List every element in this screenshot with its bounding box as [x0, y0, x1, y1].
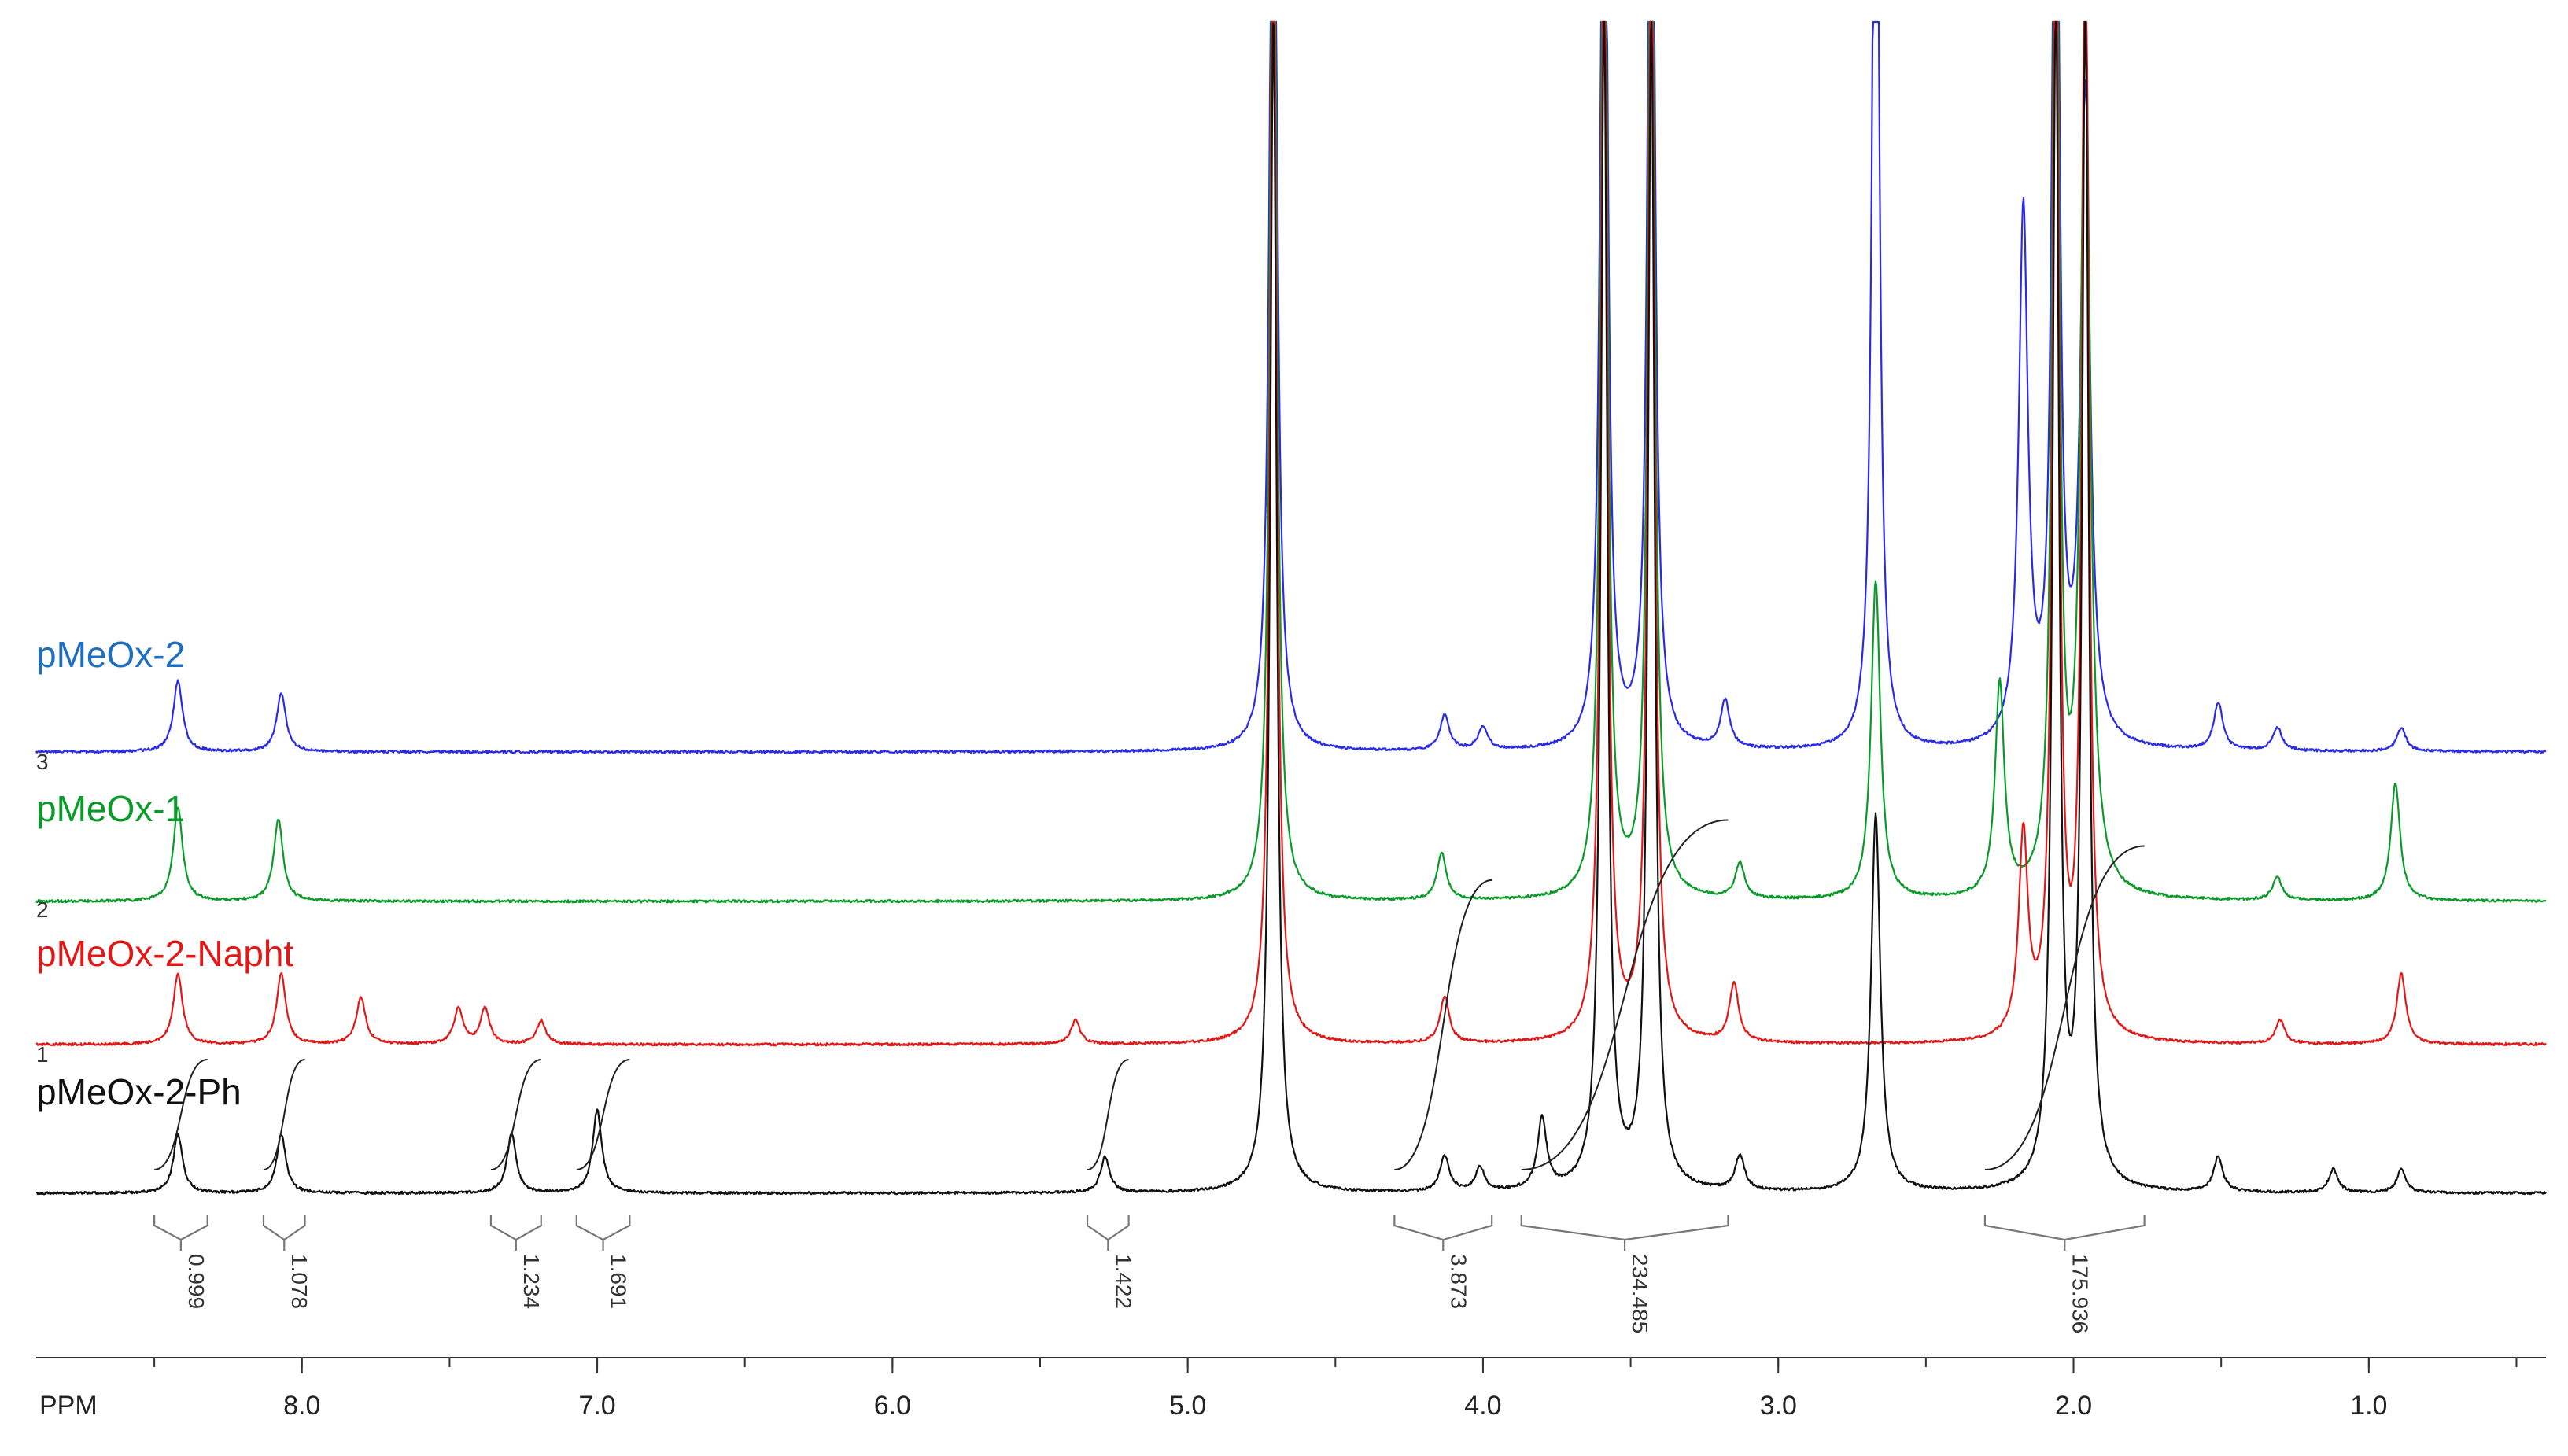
integral-curve-0-999 — [153, 1059, 208, 1170]
trace-pmeox-2 — [35, 20, 2547, 754]
x-tick-label-3-0: 3.0 — [1760, 1391, 1797, 1421]
integral-curve-3-873 — [1394, 879, 1492, 1170]
trace-index-pmeox-2: 3 — [36, 750, 49, 774]
x-tick-label-2-0: 2.0 — [2055, 1391, 2092, 1421]
integral-value-1-422: 1.422 — [1111, 1254, 1135, 1309]
integral-curve-1-422 — [1087, 1059, 1129, 1170]
legend-label-pmeox-2-napht: pMeOx-2-Napht — [36, 933, 293, 974]
spectrum-traces — [35, 20, 2547, 1196]
x-tick-label-6-0: 6.0 — [874, 1391, 911, 1421]
trace-pmeox-2-ph — [35, 20, 2547, 1196]
legend-label-pmeox-2: pMeOx-2 — [36, 634, 185, 675]
integral-value-1-691: 1.691 — [607, 1254, 631, 1309]
x-axis-unit-label: PPM — [39, 1391, 98, 1421]
integral-curve-1-691 — [576, 1059, 630, 1170]
x-tick-label-1-0: 1.0 — [2350, 1391, 2387, 1421]
integral-curve-175-936 — [1984, 845, 2145, 1170]
x-tick-label-8-0: 8.0 — [283, 1391, 320, 1421]
integral-brackets: 0.999 1.078 1.234 1.691 1.422 3.873 234.485 175… — [153, 1215, 2146, 1333]
integral-bracket-1-078 — [262, 1215, 306, 1251]
integral-value-175-936: 175.936 — [2068, 1254, 2092, 1333]
x-axis: 8.0 7.0 6.0 5.0 4.0 3.0 2.0 1.0 PPM — [36, 1357, 2546, 1421]
trace-pmeox-2-napht — [35, 20, 2547, 1047]
integral-bracket-1-691 — [575, 1215, 631, 1251]
integral-bracket-1-422 — [1086, 1215, 1130, 1251]
x-tick-label-7-0: 7.0 — [578, 1391, 615, 1421]
legend-label-pmeox-1: pMeOx-1 — [36, 788, 185, 829]
integral-bracket-3-873 — [1393, 1215, 1493, 1251]
trace-index-pmeox-2-napht: 1 — [36, 1042, 49, 1067]
series-labels: pMeOx-2 3 pMeOx-1 2 pMeOx-2-Napht 1 pMeOx-2-Ph — [36, 634, 293, 1112]
integral-curve-1-234 — [490, 1059, 541, 1170]
integral-value-1-234: 1.234 — [519, 1254, 544, 1309]
integral-value-1-078: 1.078 — [287, 1254, 312, 1309]
integral-value-3-873: 3.873 — [1446, 1254, 1470, 1309]
x-tick-label-5-0: 5.0 — [1169, 1391, 1206, 1421]
integral-bracket-1-234 — [489, 1215, 542, 1251]
integral-bracket-0-999 — [153, 1215, 208, 1251]
trace-index-pmeox-1: 2 — [36, 898, 49, 922]
x-tick-label-4-0: 4.0 — [1464, 1391, 1501, 1421]
integral-curves — [153, 819, 2145, 1170]
trace-pmeox-1 — [35, 20, 2547, 904]
integral-curve-1-078 — [263, 1059, 305, 1170]
integral-bracket-175-936 — [1983, 1215, 2146, 1251]
integral-value-0-999: 0.999 — [184, 1254, 208, 1309]
integral-curve-234-485 — [1521, 819, 1729, 1170]
legend-label-pmeox-2-ph: pMeOx-2-Ph — [36, 1071, 242, 1112]
integral-bracket-234-485 — [1520, 1215, 1729, 1251]
integral-value-234-485: 234.485 — [1628, 1254, 1652, 1333]
